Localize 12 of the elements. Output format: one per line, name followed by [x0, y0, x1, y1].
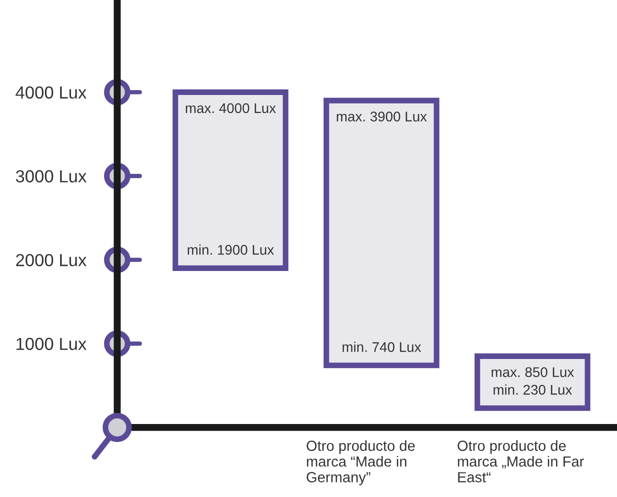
annotation: max. 3900 Lux — [336, 112, 427, 122]
x-tick-label: Otro producto de marca “Made in Germany” — [306, 440, 415, 486]
x-tick-label: Otro producto de marca „Made in Far East“ — [458, 440, 584, 482]
y-tick-label: 4000 Lux — [16, 86, 86, 99]
annotation: min. 1900 Lux — [188, 244, 274, 255]
annotation: min. 740 Lux — [342, 342, 422, 352]
y-tick-label: 2000 Lux — [16, 254, 86, 266]
y-tick-label: 1000 Lux — [16, 338, 86, 350]
annotation: max. 4000 Lux — [186, 103, 276, 114]
annotation: min. 230 Lux — [494, 384, 572, 395]
annotation: max. 850 Lux — [492, 367, 574, 378]
y-tick-label: 3000 Lux — [16, 170, 86, 182]
